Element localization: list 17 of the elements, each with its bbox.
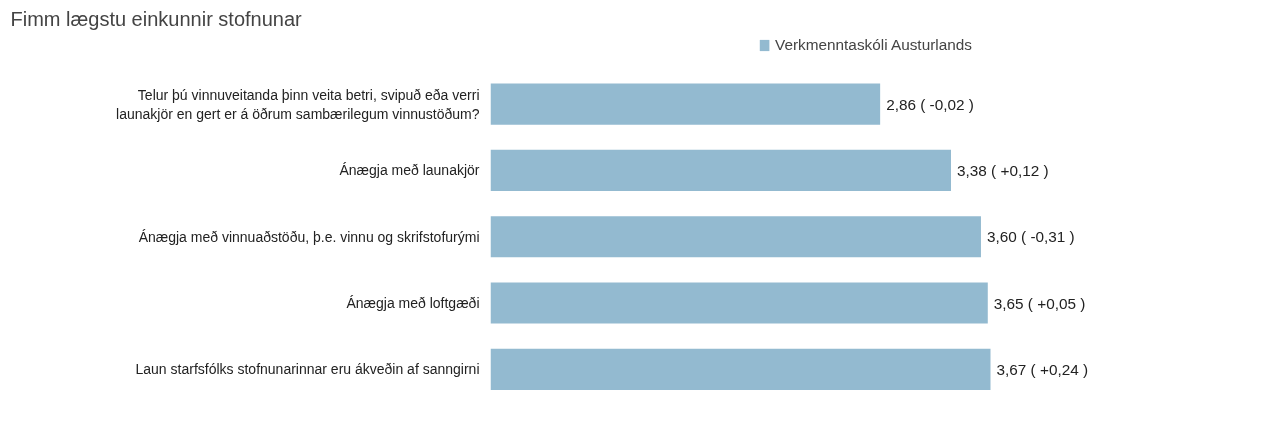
data-label: 3,67 ( +0,24 ) [996, 360, 1089, 378]
data-label: 3,65 ( +0,05 ) [993, 294, 1086, 312]
bar [490, 348, 991, 390]
legend-label: Verkmenntaskóli Austurlands [775, 36, 972, 54]
data-label: 3,38 ( +0,12 ) [956, 161, 1049, 179]
bar [490, 149, 951, 191]
bar [490, 282, 988, 324]
bar [490, 216, 981, 258]
y-tick-label: Laun starfsfólks stofnunarinnar eru ákveðin af sanngirni [135, 361, 480, 378]
data-label: 3,60 ( -0,31 ) [986, 228, 1075, 246]
y-tick-label: Ánægja með vinnuaðstöðu, þ.e. vinnu og skrifstofurými [138, 228, 480, 245]
text: Fimm lægstu einkunnir stofnunar [10, 7, 303, 30]
bar [490, 83, 881, 125]
y-tick-label: Ánægja með loftgæði [346, 295, 480, 312]
data-label: 2,86 ( -0,02 ) [886, 95, 974, 113]
y-tick-label: Ánægja með launakjör [339, 162, 480, 179]
y-tick-label: Telur þú vinnuveitanda þinn veita betri, svipuð eða verri launakjör en gert er á öðrum sambærilegum vinnustöðum? [116, 86, 480, 122]
